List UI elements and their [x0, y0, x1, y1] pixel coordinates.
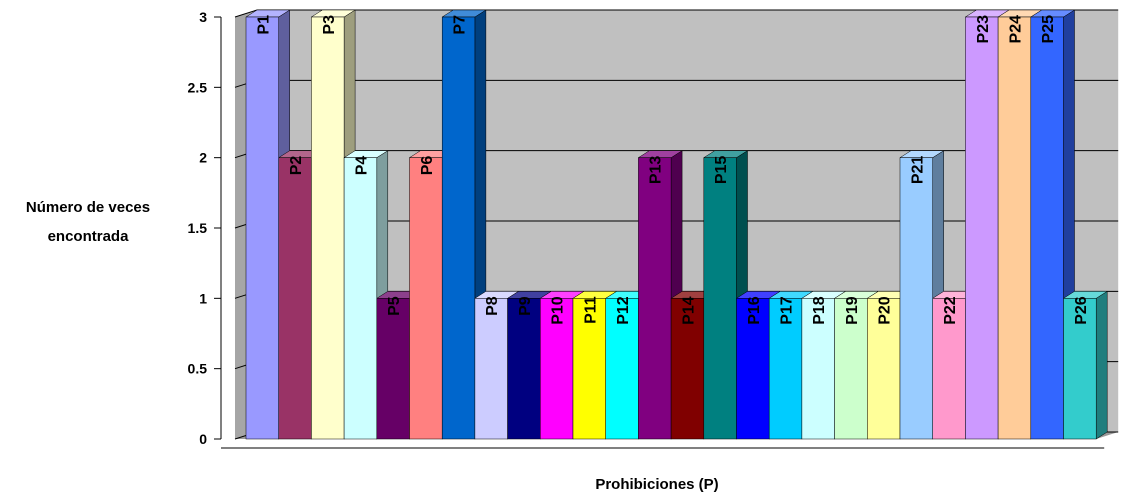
bar-label-P18: P18	[811, 296, 828, 325]
bar-label-P9: P9	[517, 296, 534, 316]
bar-label-P15: P15	[713, 156, 730, 185]
y-axis-label-line-1: Número de veces	[26, 199, 150, 216]
bar-label-P13: P13	[648, 156, 665, 185]
y-tick-labels: 0 0.5 1 1.5 2 2.5 3	[188, 9, 221, 447]
bar-label-P4: P4	[353, 156, 370, 176]
bar-label-P6: P6	[419, 156, 436, 176]
y-axis-label-line-2: encontrada	[48, 228, 130, 245]
bar-label-P12: P12	[615, 296, 632, 325]
y-tick-label: 1	[199, 290, 207, 306]
bar-label-P16: P16	[746, 296, 763, 325]
bar-P25	[1029, 9, 1076, 440]
y-tick-label: 2.5	[188, 79, 208, 95]
bar-label-P1: P1	[255, 15, 272, 35]
bar-label-P20: P20	[877, 296, 894, 325]
y-tick-label: 0.5	[188, 361, 208, 377]
bar-label-P8: P8	[484, 296, 501, 316]
bar-label-P5: P5	[386, 296, 403, 316]
bar-P26	[1062, 290, 1109, 440]
y-tick-label: 2	[199, 150, 207, 166]
x-axis-label: Prohibiciones (P)	[595, 476, 718, 493]
bar-label-P17: P17	[779, 296, 796, 325]
y-tick-label: 1.5	[188, 220, 208, 236]
bar-label-P19: P19	[844, 296, 861, 325]
bar-label-P22: P22	[942, 296, 959, 325]
bar-labels: P1 P2 P3 P4 P5 P6 P7 P8 P9 P10 P11 P12 P13 P14 P15 P16 P…	[255, 15, 1090, 325]
bar-label-P21: P21	[909, 156, 926, 185]
bar-label-P11: P11	[582, 296, 599, 324]
y-tick-label: 0	[199, 431, 207, 447]
bar-label-P10: P10	[550, 296, 567, 325]
bar-label-P2: P2	[288, 156, 305, 176]
y-tick-label: 3	[199, 9, 207, 25]
bar-P21	[899, 150, 945, 440]
bar-label-P25: P25	[1040, 15, 1057, 44]
bars	[245, 9, 1109, 440]
bar-label-P26: P26	[1073, 296, 1090, 325]
bar-label-P7: P7	[452, 15, 469, 35]
bar-label-P14: P14	[680, 296, 697, 325]
bar-label-P23: P23	[975, 15, 992, 44]
bar-label-P3: P3	[321, 15, 338, 35]
bar-label-P24: P24	[1007, 15, 1024, 44]
